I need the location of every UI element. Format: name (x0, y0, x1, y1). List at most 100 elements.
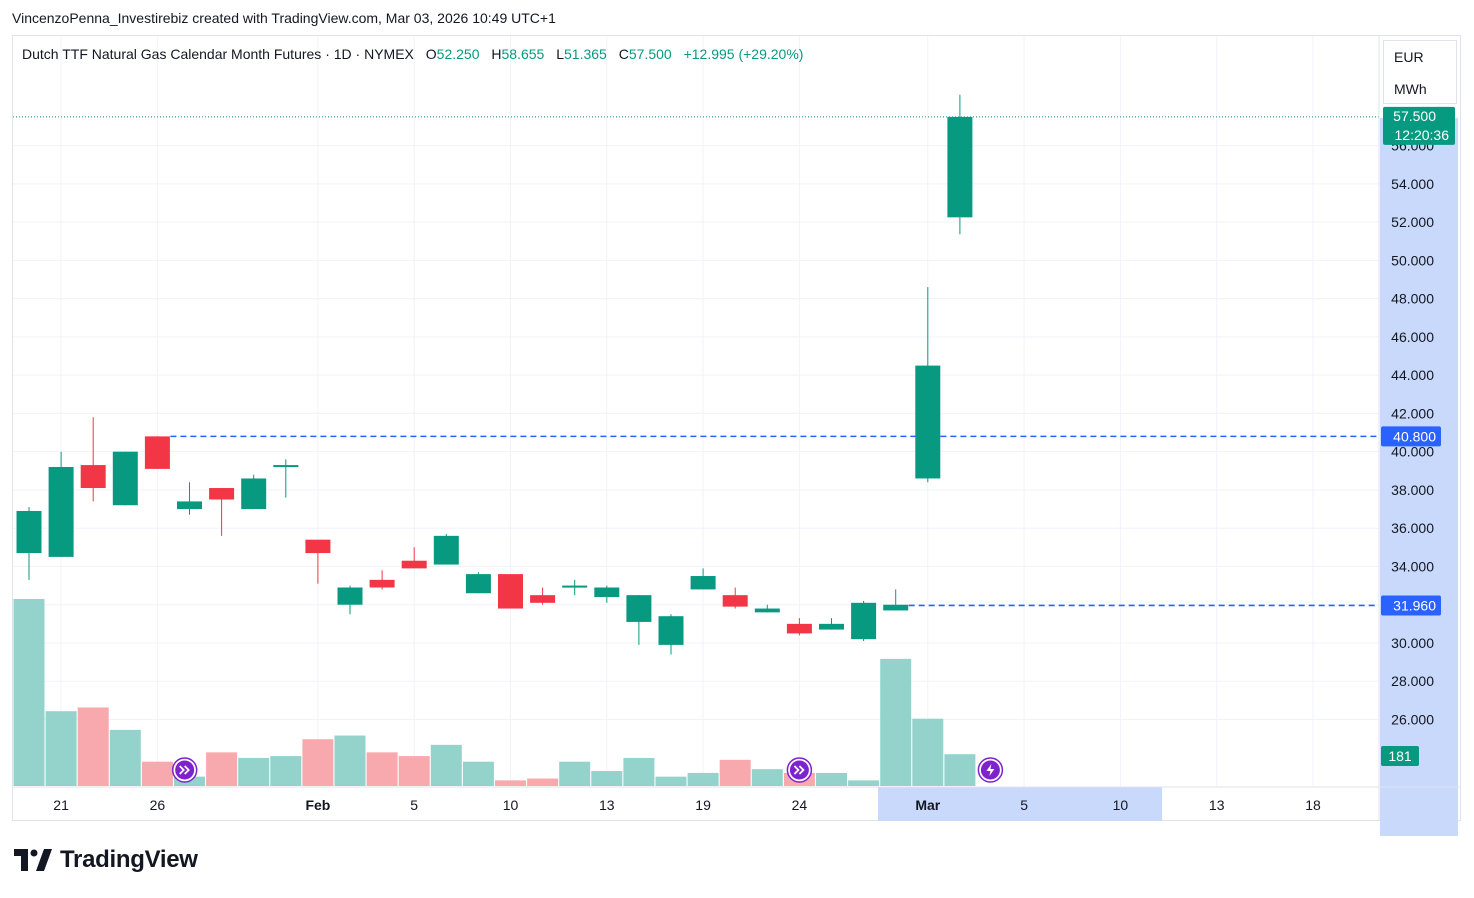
price-axis: 26.00028.00030.00032.00034.00036.00038.0… (1378, 36, 1434, 821)
time-tick-label: 13 (599, 797, 615, 813)
open-label: O (425, 46, 437, 62)
time-tick-label: 21 (53, 797, 69, 813)
price-tick-label: 38.000 (1391, 482, 1434, 498)
candle-body (16, 510, 42, 554)
candle (626, 595, 652, 645)
price-tags: 57.500 12:20:36 40.800 31.960 181 (1381, 106, 1455, 766)
candle-body (401, 560, 427, 569)
candle (786, 618, 812, 636)
tradingview-logo[interactable]: TradingView (14, 846, 198, 874)
candle (401, 547, 427, 569)
candle-body (465, 574, 491, 594)
candle (241, 474, 267, 510)
candle (177, 482, 202, 515)
candle (273, 459, 299, 498)
change-value: +12.995 (+29.20%) (683, 46, 804, 62)
candle (754, 604, 780, 613)
price-tick-label: 30.000 (1391, 635, 1434, 651)
close-label: C (618, 46, 629, 62)
volume-bar (944, 754, 976, 786)
level-price-tag: 40.800 (1381, 426, 1441, 447)
volume-bar (751, 769, 783, 786)
candle-body (851, 602, 877, 640)
candle-body (947, 116, 973, 218)
time-tick-label: 19 (695, 797, 711, 813)
time-tick-label: Feb (305, 797, 330, 813)
candle-body (273, 465, 299, 468)
currency-unit[interactable]: EUR (1394, 49, 1424, 65)
candle (48, 451, 74, 557)
volume-bar (238, 757, 270, 786)
open-value: 52.250 (436, 46, 480, 62)
price-tick-label: 48.000 (1391, 291, 1434, 307)
volume-bar (559, 761, 591, 786)
volume-bar (270, 756, 302, 786)
time-tick-label: 10 (503, 797, 519, 813)
price-tick-label: 46.000 (1391, 329, 1434, 345)
candle (690, 568, 716, 590)
candle-body (786, 623, 812, 634)
price-tick-label: 54.000 (1391, 176, 1434, 192)
measure-unit[interactable]: MWh (1394, 81, 1427, 97)
volume-bar (206, 752, 238, 786)
level-price-value: 40.800 (1393, 428, 1436, 444)
earnings-marker-icon (977, 757, 1004, 783)
volume-bar (719, 759, 751, 786)
current-price-tag: 57.500 12:20:36 (1383, 106, 1455, 145)
symbol-title: Dutch TTF Natural Gas Calendar Month Fut… (22, 46, 414, 62)
symbol-legend: Dutch TTF Natural Gas Calendar Month Fut… (22, 46, 803, 62)
candle-body (241, 478, 267, 510)
unit-selector[interactable]: EUR MWh (1383, 40, 1457, 104)
price-range-highlight (1380, 117, 1458, 837)
candle-body (144, 436, 170, 469)
volume-bar (880, 658, 912, 786)
time-tick-label: 26 (150, 797, 166, 813)
candle-body (915, 365, 941, 479)
candle (465, 572, 491, 594)
time-tick-label: 5 (1020, 797, 1028, 813)
tradingview-logo-icon (14, 849, 52, 871)
current-price-value: 57.500 (1393, 108, 1436, 124)
candle (144, 436, 170, 469)
time-tick-label: 10 (1113, 797, 1129, 813)
candle-body (754, 608, 780, 613)
price-tick-label: 40.000 (1391, 444, 1434, 460)
volume-bar (462, 761, 494, 786)
volume-value: 181 (1388, 748, 1412, 764)
candle (498, 574, 523, 609)
time-tick-label: 5 (410, 797, 418, 813)
candle-body (530, 595, 556, 603)
candle (722, 587, 748, 609)
candle (80, 417, 106, 502)
volume-bar (430, 744, 462, 786)
price-tick-label: 34.000 (1391, 558, 1434, 574)
candle-body (819, 623, 844, 630)
price-levels (13, 116, 1379, 607)
candle (562, 579, 588, 596)
volume-bar (398, 756, 430, 786)
time-axis: 21 26 Feb 5 10 13 19 24 Mar 5 10 13 18 (13, 786, 1460, 813)
level-price-value: 31.960 (1393, 597, 1436, 613)
volume-bar (141, 761, 173, 786)
candle-body (594, 587, 620, 598)
volume-bars (13, 599, 976, 786)
candle-body (498, 574, 523, 609)
candle (433, 533, 459, 565)
close-value: 57.500 (628, 46, 672, 62)
price-tick-label: 42.000 (1391, 405, 1434, 421)
volume-bar (687, 772, 719, 786)
chart-frame (12, 35, 1461, 821)
level-price-tag: 31.960 (1381, 595, 1441, 616)
candle-body (305, 539, 331, 554)
time-tick-label: 18 (1305, 797, 1321, 813)
candle-body (883, 604, 909, 611)
high-value: 58.655 (501, 46, 545, 62)
volume-bar (77, 707, 109, 786)
candle-body (690, 576, 716, 590)
volume-bar (109, 729, 141, 786)
time-tick-label: Mar (915, 797, 940, 813)
candle-body (112, 451, 138, 506)
grid-lines (13, 36, 1379, 787)
price-tick-label: 36.000 (1391, 520, 1434, 536)
